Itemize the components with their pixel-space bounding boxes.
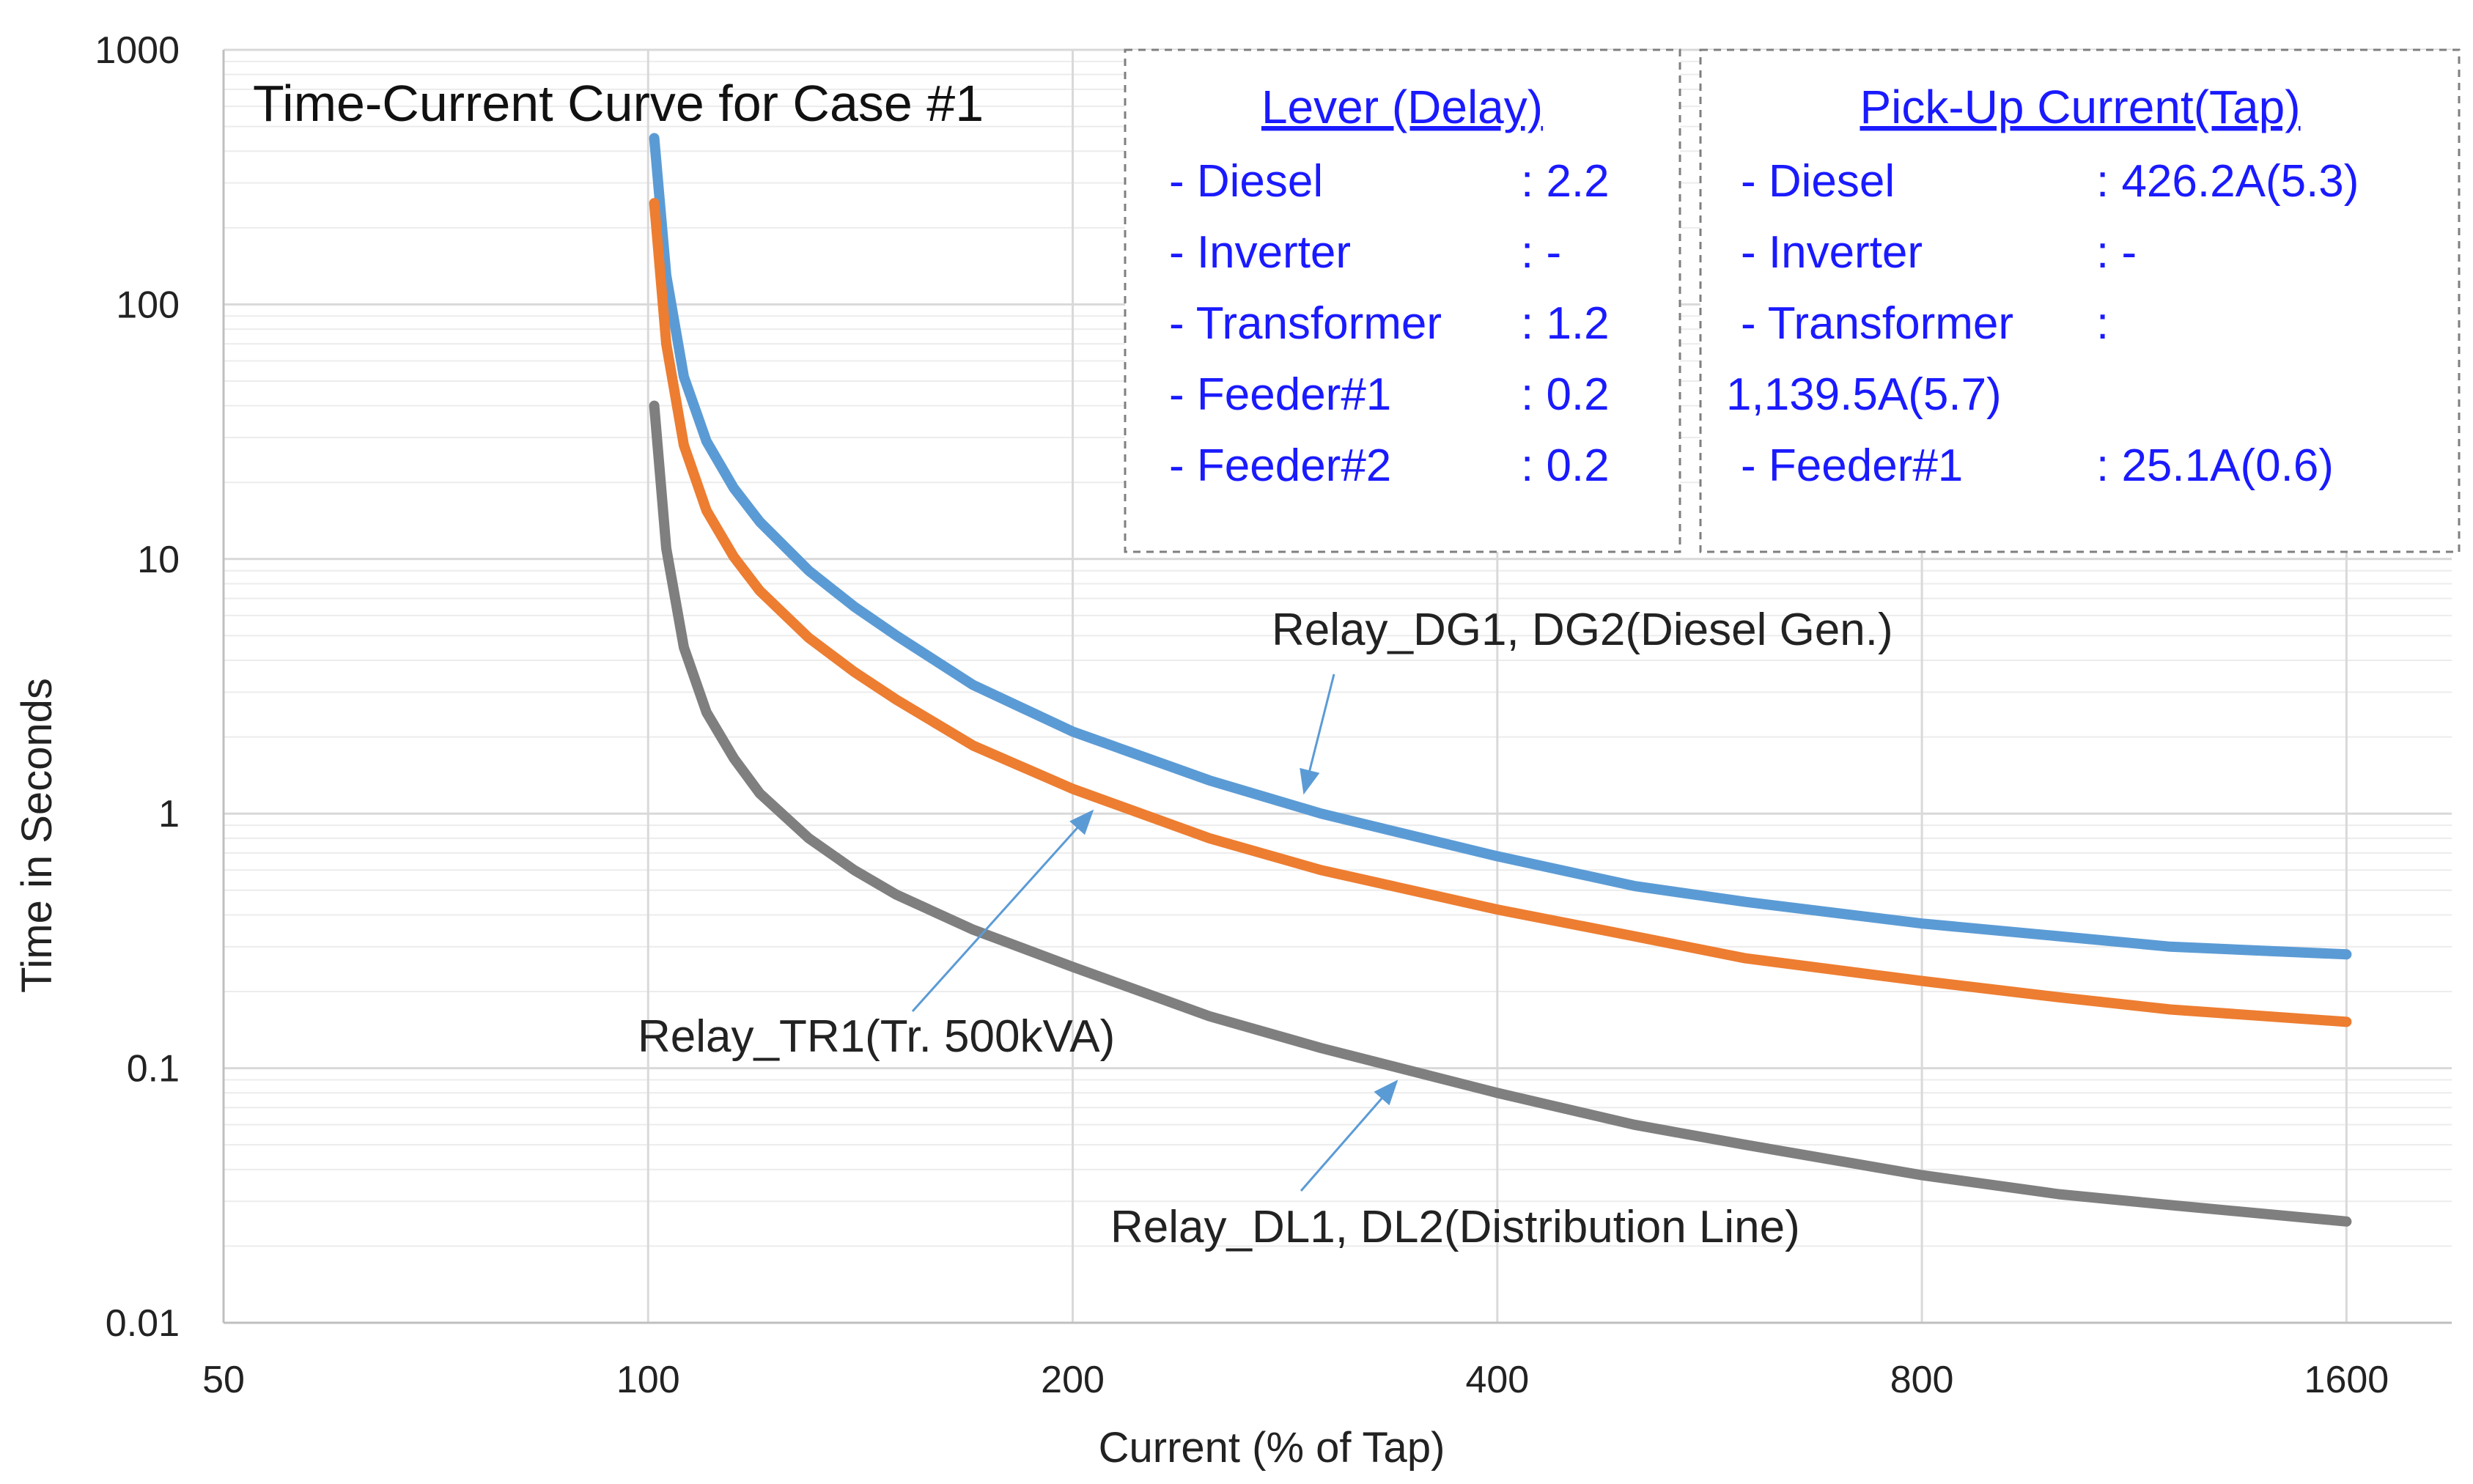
series-lines: [649, 133, 2352, 1227]
legend-box-label-1-1: - Inverter: [1741, 227, 1923, 278]
legend-box-value-0-2: : 1.2: [1521, 298, 1610, 349]
x-tick-label: 50: [202, 1359, 245, 1401]
x-tick-label: 1600: [2304, 1359, 2389, 1401]
legend-box-value-0-4: : 0.2: [1521, 440, 1610, 491]
x-tick-label: 800: [1890, 1359, 1954, 1401]
legend-box-value-1-0: : 426.2A(5.3): [2096, 156, 2359, 207]
legend-box-label-1-0: - Diesel: [1741, 156, 1895, 207]
legend-box-1: [1699, 48, 2461, 553]
legend-box-value-1-1: : -: [2096, 227, 2137, 278]
annotation-label-0: Relay_DG1, DG2(Diesel Gen.): [1272, 605, 1893, 655]
legend-box-value-0-0: : 2.2: [1521, 156, 1610, 207]
legend-box-label-1-4: - Feeder#1: [1741, 440, 1963, 491]
y-tick-label: 100: [116, 284, 180, 326]
series-line-0: [649, 133, 2352, 960]
legend-box-value-1-4: : 25.1A(0.6): [2096, 440, 2334, 491]
tick-labels: 0.01 0.1 1 10 100 1000 50 100 200 400 800 1600: [95, 29, 2389, 1401]
legend-box-heading-0: Lever (Delay): [1261, 81, 1543, 133]
y-tick-label: 0.1: [127, 1048, 180, 1090]
legend-box-label-1-2: - Transformer: [1741, 298, 2013, 349]
annotation-arrowhead-0: [1300, 767, 1320, 795]
legend-box-label-0-3: - Feeder#1: [1169, 369, 1391, 420]
legend-box-label-0-4: - Feeder#2: [1169, 440, 1391, 491]
legend-box-label-0-1: - Inverter: [1169, 227, 1351, 278]
annotation-arrows: [911, 673, 1398, 1192]
annotation-arrow-2: [1300, 1081, 1397, 1192]
y-tick-label: 10: [137, 539, 180, 581]
chart-title: Time-Current Curve for Case #1: [253, 75, 984, 132]
legend-box-label-0-0: - Diesel: [1169, 156, 1323, 207]
legend-box-value-0-1: : -: [1521, 227, 1561, 278]
legend-box-value-0-3: : 0.2: [1521, 369, 1610, 420]
series-line-1: [649, 198, 2352, 1027]
legend-box-heading-1: Pick-Up Current(Tap): [1860, 81, 2300, 133]
annotations: Relay_DG1, DG2(Diesel Gen.) Relay_TR1(Tr.…: [638, 605, 1893, 1252]
axes: [222, 50, 2452, 1324]
x-tick-label: 200: [1041, 1359, 1105, 1401]
legend-boxes: Lever (Delay) - Diesel : 2.2 - Inverter : - -…: [1124, 48, 2461, 553]
legend-box-label-1-3: 1,139.5A(5.7): [1726, 369, 2002, 420]
annotation-label-1: Relay_TR1(Tr. 500kVA): [638, 1011, 1115, 1062]
annotation-label-2: Relay_DL1, DL2(Distribution Line): [1110, 1202, 1800, 1252]
x-tick-label: 400: [1465, 1359, 1529, 1401]
y-axis-title: Time in Seconds: [13, 678, 61, 993]
legend-box-value-1-2: :: [2096, 298, 2109, 349]
y-tick-label: 0.01: [106, 1302, 180, 1345]
y-tick-label: 1000: [95, 29, 180, 72]
annotation-arrowhead-1: [1069, 809, 1094, 835]
annotation-arrow-1: [911, 811, 1093, 1013]
x-tick-label: 100: [616, 1359, 680, 1401]
x-axis-title: Current (% of Tap): [1099, 1424, 1445, 1472]
annotation-arrowhead-2: [1374, 1079, 1398, 1106]
series-line-2: [649, 400, 2352, 1227]
legend-box-0: [1124, 48, 1681, 553]
legend-box-label-0-2: - Transformer: [1169, 298, 1442, 349]
y-tick-label: 1: [158, 793, 180, 835]
